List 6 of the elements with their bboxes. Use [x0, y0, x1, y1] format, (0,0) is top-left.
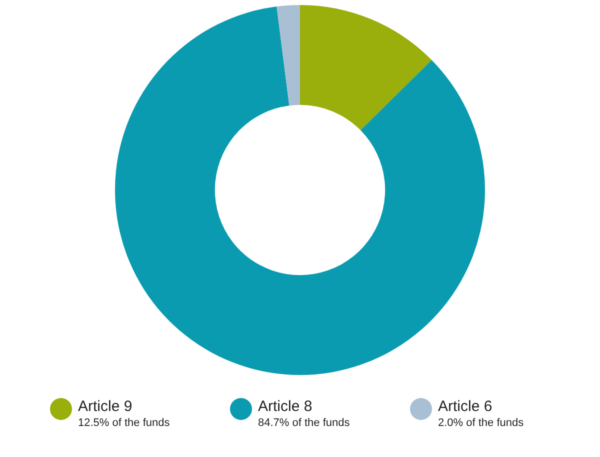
data-label: 12.5% of the funds — [78, 416, 170, 430]
legend-label: Article 6 — [438, 398, 494, 416]
legend-label: Article 9 — [78, 398, 134, 416]
legend-label: Article 8 — [258, 398, 314, 416]
data-label: 84.7% of the funds — [258, 416, 350, 430]
data-label: 2.0% of the funds — [438, 416, 524, 430]
